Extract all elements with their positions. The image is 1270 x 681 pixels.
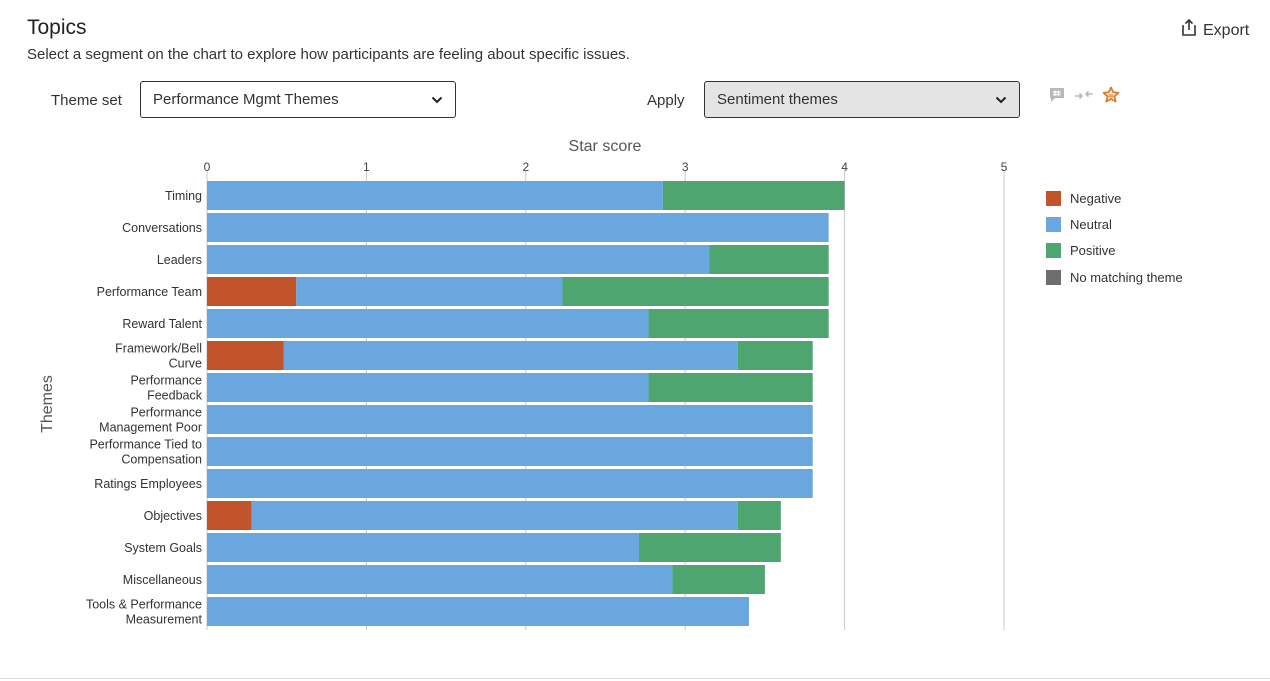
chart-legend: Negative Neutral Positive No matching theme [1046, 185, 1183, 290]
category-label: Ratings Employees [94, 477, 202, 491]
export-label: Export [1203, 21, 1250, 39]
theme-set-select[interactable]: Performance Mgmt Themes [140, 81, 456, 118]
bar-segment-neutral[interactable] [283, 341, 738, 370]
apply-label: Apply [647, 92, 685, 109]
bar-segment-neutral[interactable] [207, 565, 673, 594]
y-axis-label: Themes [39, 375, 56, 433]
apply-value: Sentiment themes [717, 91, 838, 108]
bar-segment-positive[interactable] [737, 501, 781, 530]
category-label: Performance Tied to [89, 438, 202, 452]
comment-hash-icon[interactable] [1048, 86, 1066, 104]
legend-label: Neutral [1070, 216, 1112, 232]
bar-segment-neutral[interactable] [207, 469, 813, 498]
bar-segment-neutral[interactable] [207, 309, 649, 338]
category-label: Feedback [147, 389, 203, 403]
legend-item[interactable]: Negative [1046, 185, 1183, 211]
x-tick-label: 1 [363, 160, 370, 174]
category-label: Measurement [126, 613, 203, 627]
bar-segment-positive[interactable] [662, 181, 845, 210]
bar-segment-negative[interactable] [207, 341, 284, 370]
bar-segment-neutral[interactable] [207, 533, 639, 562]
theme-set-value: Performance Mgmt Themes [153, 91, 339, 108]
legend-item[interactable]: Neutral [1046, 211, 1183, 237]
legend-swatch [1046, 190, 1061, 206]
bottom-divider [0, 678, 1270, 679]
category-label: System Goals [124, 541, 202, 555]
legend-item[interactable]: Positive [1046, 238, 1183, 264]
bar-segment-neutral[interactable] [207, 181, 663, 210]
star-icon[interactable] [1102, 86, 1120, 104]
legend-label: Negative [1070, 190, 1122, 206]
bar-segment-neutral[interactable] [207, 597, 749, 626]
bar-segment-positive[interactable] [648, 309, 829, 338]
legend-label: No matching theme [1070, 269, 1183, 285]
x-tick-label: 5 [1001, 160, 1008, 174]
category-label: Compensation [121, 453, 202, 467]
legend-swatch [1046, 243, 1061, 259]
export-button[interactable]: Export [1181, 18, 1250, 42]
bar-segment-positive[interactable] [709, 245, 829, 274]
bar-segment-neutral[interactable] [207, 373, 649, 402]
bar-segment-neutral[interactable] [296, 277, 563, 306]
bar-segment-positive[interactable] [648, 373, 813, 402]
compare-arrows-icon[interactable] [1074, 87, 1094, 103]
bar-segment-positive[interactable] [672, 565, 765, 594]
category-label: Objectives [144, 509, 202, 523]
bar-segment-positive[interactable] [638, 533, 781, 562]
bar-segment-neutral[interactable] [251, 501, 738, 530]
category-label: Leaders [157, 253, 202, 267]
category-label: Management Poor [99, 421, 202, 435]
chevron-down-icon [995, 93, 1007, 107]
page-title: Topics [27, 16, 87, 39]
legend-item[interactable]: No matching theme [1046, 264, 1183, 290]
bar-segment-neutral[interactable] [207, 437, 813, 466]
category-label: Miscellaneous [123, 573, 202, 587]
chevron-down-icon [431, 93, 443, 107]
share-export-icon [1181, 18, 1197, 42]
legend-swatch [1046, 216, 1061, 232]
bar-segment-positive[interactable] [737, 341, 813, 370]
category-label: Performance [130, 406, 202, 420]
bar-segment-negative[interactable] [207, 277, 297, 306]
chart-title: Star score [569, 138, 642, 155]
x-tick-label: 0 [204, 160, 211, 174]
stacked-bar-chart: Star score Themes 0 1 2 3 4 5 Timing Conversati… [39, 138, 1008, 630]
legend-swatch [1046, 269, 1061, 285]
category-label: Framework/Bell [115, 342, 202, 356]
bar-segment-neutral[interactable] [207, 245, 710, 274]
category-label: Performance Team [97, 285, 202, 299]
x-tick-label: 3 [682, 160, 689, 174]
category-label: Curve [169, 357, 202, 371]
bar-segment-negative[interactable] [207, 501, 252, 530]
category-label: Tools & Performance [86, 598, 202, 612]
bar-segment-neutral[interactable] [207, 405, 813, 434]
bar-segment-positive[interactable] [562, 277, 829, 306]
x-tick-label: 2 [522, 160, 529, 174]
x-tick-label: 4 [841, 160, 848, 174]
category-label: Reward Talent [122, 317, 202, 331]
legend-label: Positive [1070, 243, 1116, 259]
category-label: Performance [130, 374, 202, 388]
apply-select[interactable]: Sentiment themes [704, 81, 1020, 118]
page-subtitle: Select a segment on the chart to explore… [27, 46, 630, 63]
category-label: Timing [165, 189, 202, 203]
category-label: Conversations [122, 221, 202, 235]
bar-segment-neutral[interactable] [207, 213, 829, 242]
theme-set-label: Theme set [51, 92, 122, 109]
